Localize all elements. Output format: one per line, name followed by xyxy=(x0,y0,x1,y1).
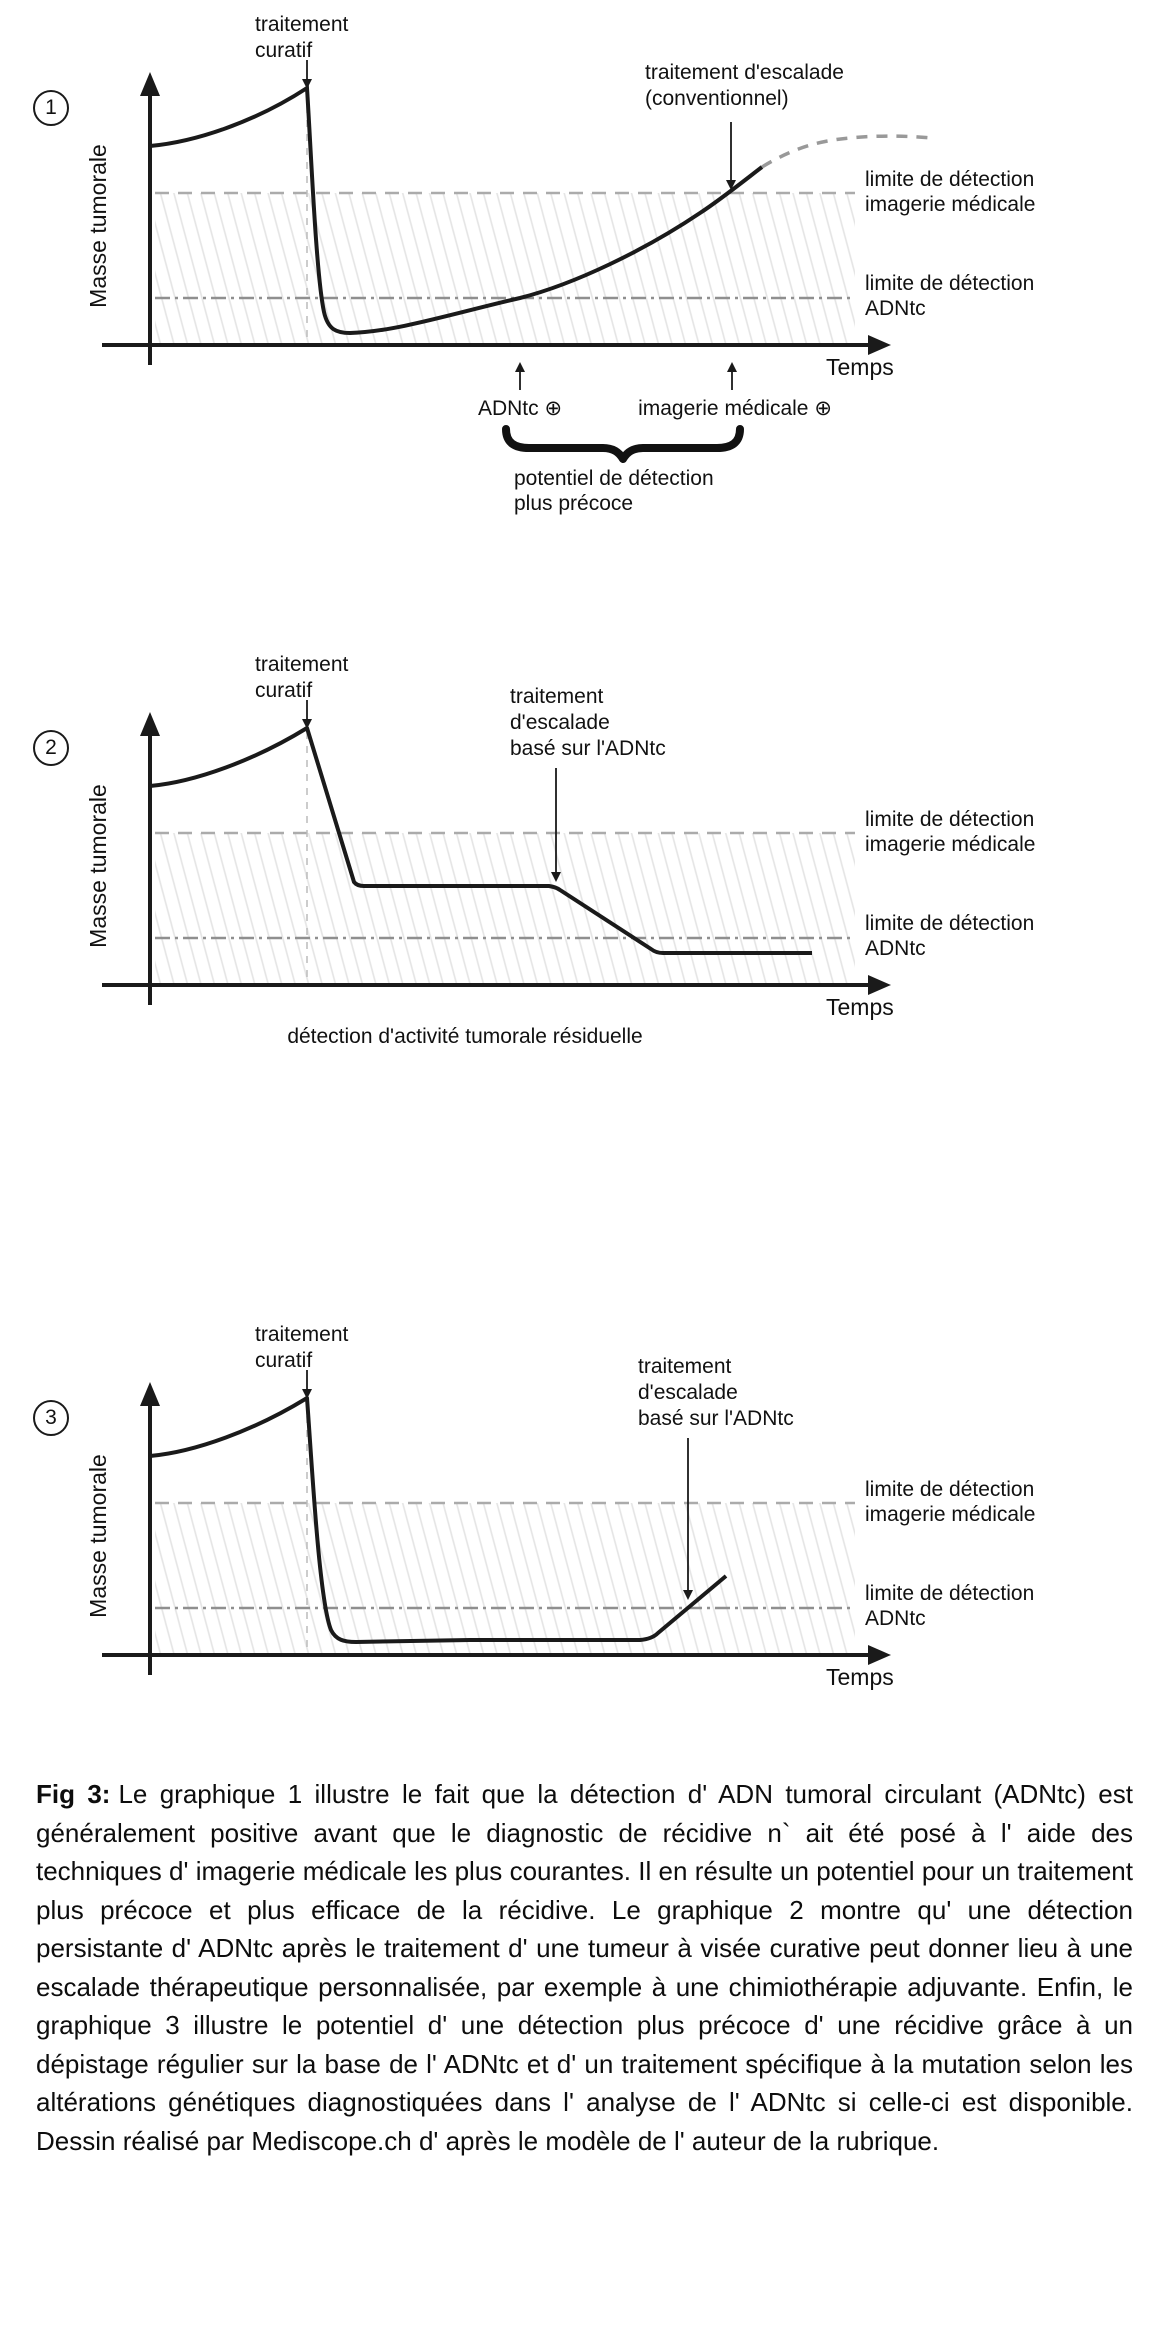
imaging-detection-limit-label: limite de détection imagerie médicale xyxy=(865,808,1036,856)
graph-panel-3: 3 traitement curatif traitement d'escala… xyxy=(0,1310,1169,1720)
escalation-treatment-arrowhead xyxy=(551,872,561,882)
tumor-mass-curve xyxy=(149,84,764,336)
earlier-detection-note: potentiel de détection plus précoce xyxy=(514,467,714,515)
imaging-positive-up-arrowhead xyxy=(727,362,737,372)
escalation-treatment-label: traitement d'escalade basé sur l'ADNtc xyxy=(510,685,666,760)
detection-zone-hatch xyxy=(155,193,855,345)
tumor-mass-curve xyxy=(149,1396,728,1644)
y-axis-arrowhead xyxy=(140,72,160,96)
untreated-projection-dashed-curve xyxy=(761,134,933,169)
ctdna-detection-limit-label: limite de détection ADNtc xyxy=(865,912,1035,960)
ctdna-positive-up-arrowhead xyxy=(515,362,525,372)
ctdna-detection-limit-label: limite de détection ADNtc xyxy=(865,272,1035,320)
y-axis-label: Masse tumorale xyxy=(85,1454,111,1618)
imaging-positive-label: imagerie médicale ⊕ xyxy=(638,397,832,420)
figure-caption-label: Fig 3: xyxy=(36,1779,111,1809)
x-axis-label: Temps xyxy=(826,1664,894,1690)
x-axis-label: Temps xyxy=(826,354,894,380)
figure-caption-text: Le graphique 1 illustre le fait que la d… xyxy=(36,1779,1133,2156)
imaging-detection-limit-label: limite de détection imagerie médicale xyxy=(865,1478,1036,1526)
curative-treatment-arrowhead xyxy=(302,1389,312,1399)
curative-treatment-arrowhead xyxy=(302,79,312,89)
graph-2-canvas xyxy=(102,700,891,1005)
imaging-detection-limit-label: limite de détection imagerie médicale xyxy=(865,168,1036,216)
ctdna-detection-limit-label: limite de détection ADNtc xyxy=(865,1582,1035,1630)
panel-number-badge: 3 xyxy=(33,1400,69,1436)
x-axis-arrowhead xyxy=(868,335,891,355)
graph-3-canvas xyxy=(102,1370,891,1675)
graph-panel-2: 2 traitement curatif traitement d'escala… xyxy=(0,640,1169,1070)
underbrace xyxy=(502,425,744,463)
curative-treatment-arrowhead xyxy=(302,719,312,729)
escalation-treatment-label: traitement d'escalade basé sur l'ADNtc xyxy=(638,1355,794,1430)
x-axis-label: Temps xyxy=(826,994,894,1020)
tumor-mass-curve xyxy=(149,726,812,955)
y-axis-label: Masse tumorale xyxy=(85,784,111,948)
curative-treatment-label: traitement curatif xyxy=(255,653,349,702)
y-axis-arrowhead xyxy=(140,1382,160,1406)
curative-treatment-label: traitement curatif xyxy=(255,13,349,62)
y-axis-arrowhead xyxy=(140,712,160,736)
detection-zone-hatch xyxy=(155,833,855,985)
escalation-treatment-label: traitement d'escalade (conventionnel) xyxy=(645,61,844,110)
figure-caption: Fig 3: Le graphique 1 illustre le fait qu… xyxy=(36,1775,1133,2160)
escalation-treatment-arrowhead xyxy=(726,180,736,190)
y-axis-label: Masse tumorale xyxy=(85,144,111,308)
graph-1-canvas xyxy=(102,60,933,463)
ctdna-positive-label: ADNtc ⊕ xyxy=(477,397,563,420)
escalation-treatment-arrowhead xyxy=(683,1590,693,1600)
panel-number-badge: 2 xyxy=(33,730,69,766)
residual-activity-note: détection d'activité tumorale résiduelle xyxy=(287,1025,643,1048)
curative-treatment-label: traitement curatif xyxy=(255,1323,349,1372)
x-axis-arrowhead xyxy=(868,1645,891,1665)
panel-number-badge: 1 xyxy=(33,90,69,126)
x-axis-arrowhead xyxy=(868,975,891,995)
graph-panel-1: 1 traitement curatif traitement d'escala… xyxy=(0,0,1169,515)
detection-zone-hatch xyxy=(155,1503,855,1655)
